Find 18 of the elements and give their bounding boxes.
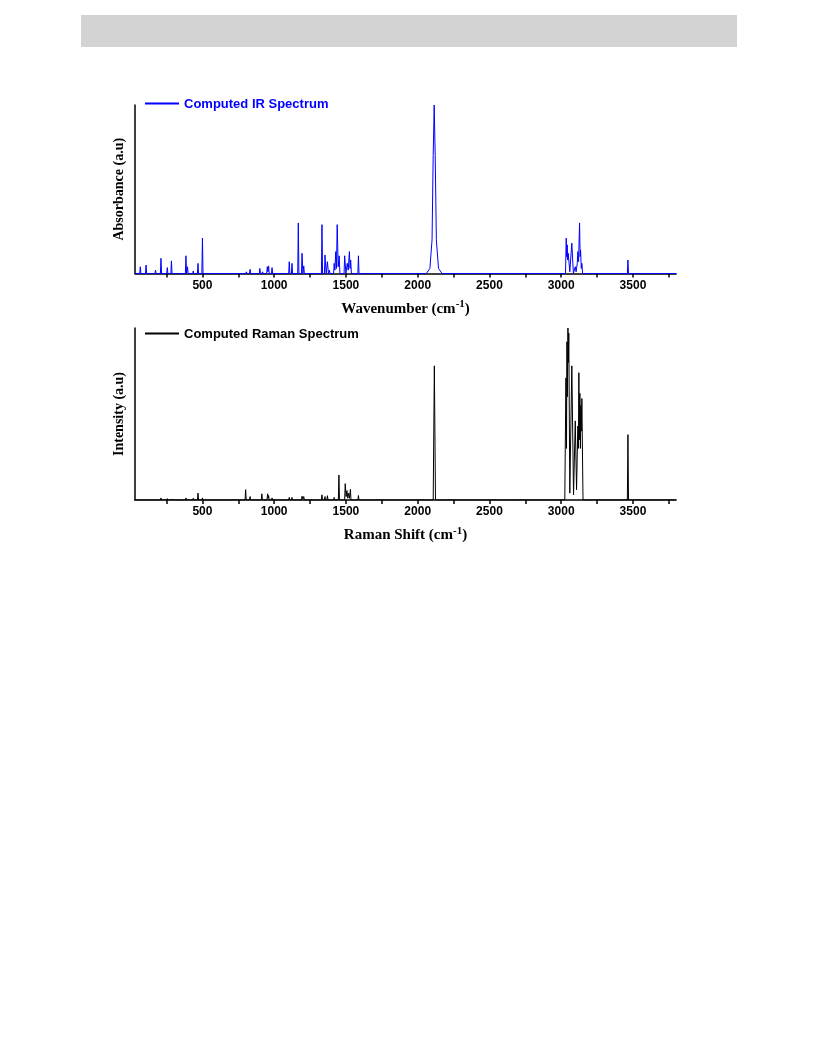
x-tick-label: 1500 [332,504,360,518]
legend-label: Computed IR Spectrum [184,96,329,111]
x-tick-label: 2500 [476,277,504,292]
x-tick-label: 3500 [619,504,647,518]
legend-label: Computed Raman Spectrum [184,326,359,341]
x-tick-label: 2500 [476,504,504,518]
x-tick-label: 3000 [547,504,575,518]
y-axis-title: Intensity (a.u) [110,371,127,457]
x-tick-label: 3500 [619,277,647,292]
x-tick-label: 1000 [260,504,288,518]
x-tick-label: 1000 [260,277,288,292]
x-tick-label: 2000 [404,504,432,518]
x-tick-label: 3000 [547,277,575,292]
x-tick-label: 500 [192,504,213,518]
x-tick-label: 500 [192,277,213,292]
y-axis-title: Absorbance (a.u) [110,137,127,241]
x-tick-label: 1500 [332,277,360,292]
x-tick-label: 2000 [404,277,432,292]
